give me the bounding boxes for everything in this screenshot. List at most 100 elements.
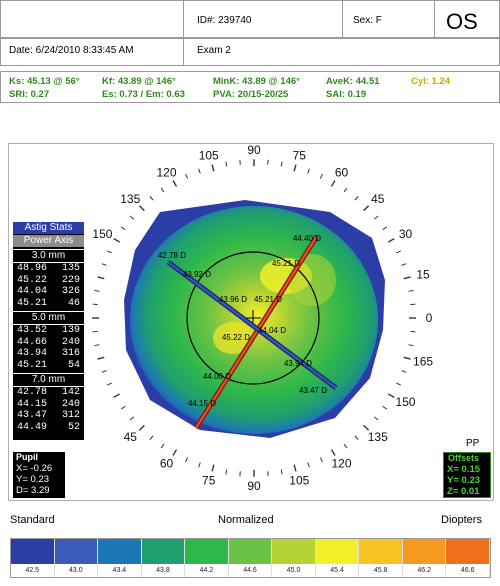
dial-tick [319,173,323,179]
dial-tick [382,226,387,231]
map-power-label: 45.21 D [272,259,300,268]
dial-tick [198,462,201,468]
header-divider [183,38,184,66]
color-scale-value: 43.0 [54,564,98,577]
stats-row: 43.47 312 [13,410,84,422]
power-axis-tab[interactable]: Power Axis [13,235,84,247]
stats-axis: 139 [61,325,80,336]
dial-tick [330,449,336,456]
pupil-title: Pupil [16,452,38,462]
color-scale-value: 44.6 [228,564,272,577]
dial-tick [149,435,154,440]
color-scale-step: 45.8 [359,539,403,577]
color-scale-value: 43.4 [98,564,141,577]
patient-sex: Sex: F [353,15,382,26]
metric-sai: SAI: 0.19 [326,89,367,100]
stats-row: 44.66 240 [13,337,84,349]
map-power-label: 44.15 D [188,399,216,408]
dial-tick [373,416,379,421]
dial-axis-label: 165 [413,354,433,368]
stats-power: 48.96 [17,263,48,274]
steep-meridian-core [195,235,318,429]
dial-tick [343,443,348,449]
pupil-circle [186,251,320,385]
stats-row: 42.78 142 [13,387,84,399]
dial-tick [396,382,402,386]
stats-row: 44.49 52 [13,422,84,434]
color-scale-value: 45.4 [315,564,359,577]
dial-axis-label: 60 [160,456,174,470]
scale-standard-label: Standard [10,514,55,526]
stats-power: 44.15 [17,398,48,410]
stats-power: 44.66 [17,336,48,348]
stats-axis: 46 [67,297,80,309]
map-power-label: 43.47 D [299,386,327,395]
stats-row: 45.22 229 [13,275,84,287]
dial-tick [94,289,100,292]
header-id-bar: ID#: 239740 Sex: F OS [0,0,500,38]
stats-zone-header: 5.0 mm [13,311,84,325]
dial-tick [160,187,165,193]
dial-axis-label: 105 [199,149,219,163]
dial-tick [225,469,228,475]
eye-indicator: OS [446,9,478,34]
scale-normalized-label: Normalized [218,514,274,526]
dial-tick [408,344,414,347]
dial-tick [113,393,121,398]
stats-row: 43.94 316 [13,348,84,360]
dial-tick [211,164,215,172]
stats-row: 44.04 326 [13,286,84,298]
stats-axis: 240 [61,336,80,348]
stats-row: 44.15 240 [13,399,84,411]
map-power-label: 45.22 D [222,333,250,342]
stats-row: 48.96 135 [13,263,84,275]
header-divider [183,0,184,38]
dial-tick [198,168,201,174]
dial-axis-label: 135 [120,192,140,206]
dial-tick [172,449,178,456]
dial-axis-label: 90 [247,143,261,157]
dial-tick [343,187,348,193]
dial-tick [185,457,189,463]
pp-label: PP [466,438,480,449]
map-power-label: 44.00 D [203,372,231,381]
metric-sri: SRI: 0.27 [9,89,50,100]
dial-tick [280,161,283,167]
stats-axis: 229 [61,274,80,286]
dial-axis-label: 135 [368,430,388,444]
map-power-label: 42.78 D [158,251,186,260]
astig-stats-tab[interactable]: Astig Stats [13,222,84,234]
map-power-label: 43.94 D [284,359,312,368]
scale-diopters-label: Diopters [441,514,482,526]
color-scale-value: 45.8 [359,564,402,577]
dial-tick [319,457,323,463]
offsets-title: Offsets [448,453,480,463]
dial-tick [97,276,105,280]
metric-avek: AveK: 44.51 [326,76,380,87]
color-scale-step: 46.6 [446,539,491,577]
stats-axis: 142 [61,387,80,398]
dial-tick [106,250,112,254]
stats-row: 43.52 139 [13,325,84,337]
header-divider [342,0,343,38]
header-divider [434,0,435,38]
steep-lobe-lower [213,322,253,354]
cornea-color-map [130,206,378,434]
dial-tick [403,356,411,360]
color-scale-value: 42.5 [11,564,54,577]
metric-es: Es: 0.73 / Em: 0.63 [102,89,185,100]
dial-tick [307,462,310,468]
dial-tick [121,405,126,410]
dial-tick [403,276,411,280]
pupil-panel: Pupil X= -0.26 Y= 0.23 D= 3.29 [13,452,65,498]
dial-axis-label: 75 [293,149,307,163]
dial-axis-label: 60 [335,166,349,180]
offsets-panel: Offsets X= 0.15 Y= 0.23 Z= 0.01 [443,452,491,498]
color-scale-value: 45.0 [272,564,315,577]
dial-tick [293,164,297,172]
dial-tick [97,356,105,360]
dial-tick [172,180,178,187]
color-scale-value: 46.2 [402,564,446,577]
color-scale-step: 43.8 [141,539,186,577]
dial-tick [363,424,370,431]
